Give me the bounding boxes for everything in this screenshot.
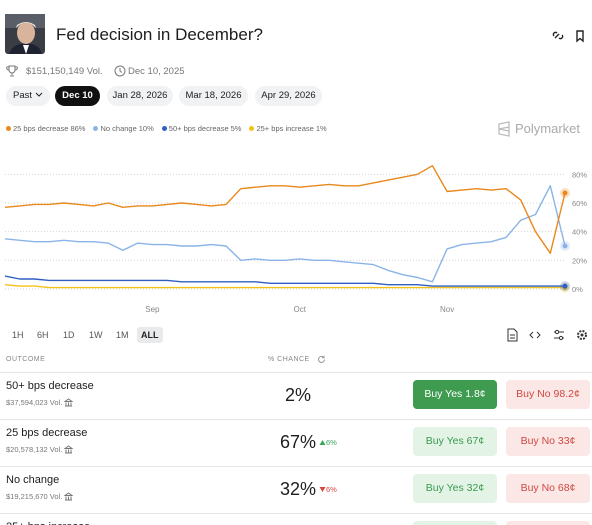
- buy-no[interactable]: Buy No 68¢: [506, 474, 590, 503]
- series-line: [4, 185, 566, 283]
- y-tick-label: 60%: [572, 199, 587, 208]
- range-button[interactable]: ALL: [137, 327, 163, 343]
- range-button[interactable]: 1H: [12, 330, 24, 340]
- chance: 2%: [284, 385, 311, 405]
- volume: $151,150,149 Vol.: [26, 66, 103, 77]
- legend-dot: [6, 126, 11, 131]
- legend-dot: [249, 126, 255, 131]
- row-divider: [0, 419, 592, 420]
- legend-name: 25+ bps increase: [256, 124, 314, 133]
- buy-yes[interactable]: Buy Yes 67¢: [413, 427, 497, 456]
- y-tick-label: 20%: [572, 256, 587, 265]
- change: 6%: [326, 438, 337, 447]
- row-divider: [0, 513, 592, 514]
- buy-no[interactable]: Buy No 98.2¢: [506, 380, 590, 409]
- date-tab[interactable]: Mar 18, 2026: [179, 86, 248, 106]
- range-button[interactable]: 1W: [89, 330, 103, 340]
- change-arrow: [319, 440, 326, 445]
- bank-icon: [64, 445, 74, 454]
- end-point: [562, 190, 568, 196]
- legend-value: 1%: [315, 124, 327, 133]
- range-button[interactable]: 1M: [116, 330, 129, 340]
- end-point: [562, 283, 568, 289]
- series-line: [4, 165, 566, 254]
- bank-icon: [64, 398, 74, 407]
- change-arrow: [319, 487, 326, 492]
- title: Fed decision in December?: [56, 25, 263, 44]
- brand-logo: [498, 121, 510, 137]
- past-button[interactable]: Past: [6, 86, 50, 106]
- outcome-name: 50+ bps decrease: [6, 380, 94, 392]
- header-icons: [552, 30, 584, 43]
- outcome-name: 25+ bps increase: [6, 521, 90, 525]
- series-line: [4, 284, 565, 289]
- outcome-name: 25 bps decrease: [6, 427, 88, 439]
- change: 6%: [326, 485, 337, 494]
- date-tab[interactable]: Dec 10: [55, 86, 100, 106]
- refresh-icon: [318, 355, 325, 363]
- legend-value: 5%: [230, 124, 242, 133]
- header-outcome: OUTCOME: [6, 356, 46, 363]
- chart-tools: [507, 328, 587, 342]
- date: Dec 10, 2025: [128, 66, 185, 77]
- x-tick-label: Sep: [145, 305, 160, 314]
- buy-yes[interactable]: [413, 521, 497, 525]
- trophy-icon: [6, 65, 18, 77]
- chance: 67%: [279, 432, 317, 452]
- row-divider: [0, 466, 592, 467]
- outcome-volume: $37,594,023 Vol.: [6, 398, 63, 407]
- buy-yes[interactable]: Buy Yes 1.8¢: [413, 380, 497, 409]
- end-point: [562, 243, 568, 249]
- bank-icon: [64, 492, 74, 501]
- chance: 32%: [279, 479, 317, 499]
- brand: Polymarket: [515, 121, 581, 136]
- y-tick-label: 0%: [572, 285, 583, 294]
- header-chance: % CHANCE: [268, 356, 310, 363]
- buy-no[interactable]: [506, 521, 590, 525]
- legend-dot: [93, 126, 99, 131]
- x-tick-label: Oct: [294, 305, 307, 314]
- legend-value: 10%: [138, 124, 154, 133]
- chart: 0% 20% 40% 60% 80% Sep Oct Nov: [4, 165, 587, 314]
- range-button[interactable]: 1D: [63, 330, 75, 340]
- y-tick-label: 80%: [572, 170, 587, 179]
- date-tab[interactable]: Jan 28, 2026: [107, 86, 173, 106]
- outcome-name: No change: [6, 474, 60, 486]
- legend-name: 50+ bps decrease: [168, 124, 229, 133]
- clock-icon: [114, 65, 126, 77]
- past-label: Past: [12, 90, 32, 101]
- y-tick-label: 40%: [572, 228, 587, 237]
- buy-no[interactable]: Buy No 33¢: [506, 427, 590, 456]
- outcome-volume: $19,215,670 Vol.: [6, 492, 63, 501]
- series-line: [4, 275, 565, 287]
- chevron: [35, 92, 43, 97]
- buy-yes[interactable]: Buy Yes 32¢: [413, 474, 497, 503]
- avatar: [5, 14, 45, 54]
- legend-dot: [161, 126, 167, 131]
- legend-value: 86%: [70, 124, 86, 133]
- x-tick-label: Nov: [440, 305, 454, 314]
- date-tab[interactable]: Apr 29, 2026: [255, 86, 322, 106]
- outcome-volume: $20,578,132 Vol.: [6, 445, 63, 454]
- range-button[interactable]: 6H: [37, 330, 49, 340]
- legend-name: No change: [100, 124, 137, 133]
- legend-name: 25 bps decrease: [13, 124, 69, 133]
- row-divider: [0, 372, 592, 373]
